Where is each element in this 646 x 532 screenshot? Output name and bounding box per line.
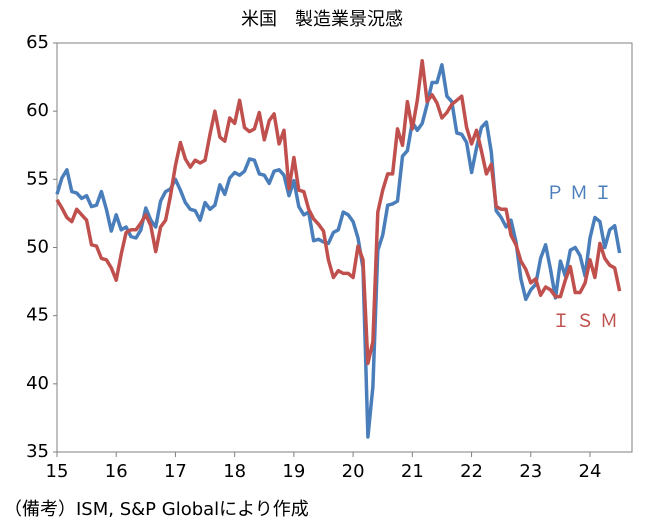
y-tick-label: 50 [26, 237, 49, 258]
series-label: ＩＳＭ [552, 311, 624, 332]
x-tick-label: 17 [164, 461, 187, 482]
x-tick-label: 24 [579, 461, 602, 482]
series-line [55, 63, 622, 439]
x-tick-label: 20 [342, 461, 365, 482]
x-tick-label: 18 [223, 461, 246, 482]
y-tick-label: 55 [26, 168, 49, 189]
series-label: ＰＭＩ [546, 183, 618, 204]
source-note: （備考）ISM, S&P Globalにより作成 [4, 499, 309, 520]
x-tick-label: 19 [282, 461, 305, 482]
x-tick-label: 21 [401, 461, 424, 482]
y-tick-label: 60 [26, 100, 49, 121]
y-tick-label: 45 [26, 305, 49, 326]
y-tick-label: 65 [26, 32, 49, 53]
series-line [55, 58, 622, 366]
x-tick-label: 23 [519, 461, 542, 482]
x-tick-label: 16 [105, 461, 128, 482]
x-tick-label: 15 [46, 461, 69, 482]
chart-title: 米国 製造業景況感 [241, 9, 403, 30]
x-tick-label: 22 [460, 461, 483, 482]
y-tick-label: 40 [26, 373, 49, 394]
y-tick-label: 35 [26, 441, 49, 462]
